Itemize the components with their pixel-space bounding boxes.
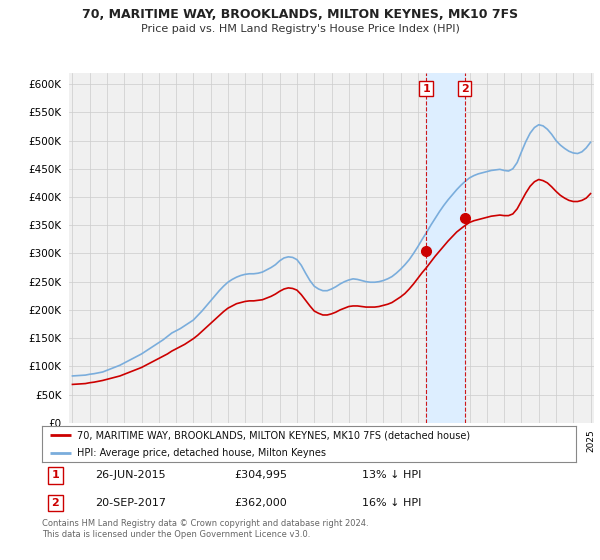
Text: 70, MARITIME WAY, BROOKLANDS, MILTON KEYNES, MK10 7FS (detached house): 70, MARITIME WAY, BROOKLANDS, MILTON KEY… (77, 431, 470, 440)
Text: HPI: Average price, detached house, Milton Keynes: HPI: Average price, detached house, Milt… (77, 448, 326, 458)
Text: 2: 2 (52, 498, 59, 508)
Bar (426, 73, 465, 423)
Text: 1: 1 (52, 470, 59, 480)
Text: 13% ↓ HPI: 13% ↓ HPI (362, 470, 422, 480)
Text: 1: 1 (422, 83, 430, 94)
Text: 70, MARITIME WAY, BROOKLANDS, MILTON KEYNES, MK10 7FS: 70, MARITIME WAY, BROOKLANDS, MILTON KEY… (82, 8, 518, 21)
Text: Price paid vs. HM Land Registry's House Price Index (HPI): Price paid vs. HM Land Registry's House … (140, 24, 460, 34)
Text: Contains HM Land Registry data © Crown copyright and database right 2024.
This d: Contains HM Land Registry data © Crown c… (42, 519, 368, 539)
Text: 2: 2 (461, 83, 469, 94)
Text: 26-JUN-2015: 26-JUN-2015 (95, 470, 166, 480)
Text: £362,000: £362,000 (234, 498, 287, 508)
Text: £304,995: £304,995 (234, 470, 287, 480)
Text: 16% ↓ HPI: 16% ↓ HPI (362, 498, 422, 508)
Text: 20-SEP-2017: 20-SEP-2017 (95, 498, 166, 508)
